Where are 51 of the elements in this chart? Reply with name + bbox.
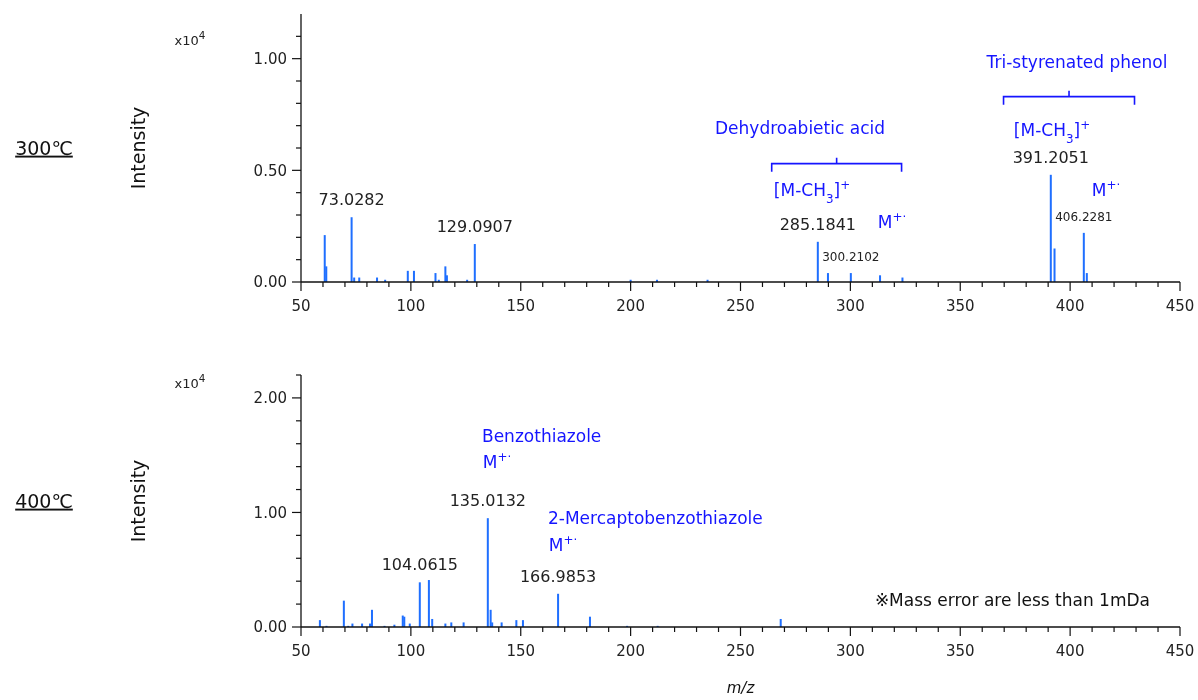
x-tick-label: 250 [726,297,755,315]
x-tick-label: 450 [1165,297,1195,315]
annotation: 104.0615 [381,555,458,575]
y-axis-title: Intensity [127,459,149,543]
annotation: ※Mass error are less than 1mDa [874,589,1150,610]
x-axis-title: m/z [726,679,756,697]
x-tick-label: 400 [1055,642,1085,660]
annotation: 285.1841 [779,214,856,234]
annotation: 129.0907 [436,217,513,237]
x-tick-label: 50 [291,297,311,315]
annotation: 391.2051 [1012,147,1089,167]
y-tick-label: 0.00 [253,618,287,637]
annotation: M$^{+·}$ [548,532,578,555]
x-tick-label: 400 [1055,297,1085,315]
text: 400℃ [15,489,73,512]
annotation: M$^{+·}$ [877,209,907,232]
x-tick-label: 50 [291,642,311,660]
y-tick-label: 2.00 [253,389,287,408]
y-tick-label: 0.00 [253,273,287,292]
annotation: [M-CH$_{3}$]$^{+}$ [773,177,851,206]
annotation: Dehydroabietic acid [715,117,885,138]
y-axis-title: Intensity [127,106,149,190]
x-tick-label: 200 [616,297,645,315]
x-tick-label: 150 [506,297,536,315]
annotation: 2-Mercaptobenzothiazole [548,507,763,528]
x-tick-label: 300 [836,642,865,660]
annotation: Tri-styrenated phenol [985,51,1168,72]
x-tick-label: 250 [726,642,755,660]
annotation: M$^{+·}$ [1091,177,1121,200]
annotation: [M-CH$_{3}$]$^{+}$ [1013,117,1091,146]
annotation: 406.2281 [1055,209,1113,224]
x-tick-label: 150 [506,642,536,660]
annotation: 300.2102 [822,250,880,265]
x-tick-label: 350 [945,297,975,315]
annotation: M$^{+·}$ [482,449,512,472]
x-tick-label: 450 [1165,642,1195,660]
x-tick-label: 300 [836,297,865,315]
y-tick-label: 1.00 [253,503,287,522]
annotation: 135.0132 [449,491,526,511]
text: 300℃ [15,136,73,159]
x-tick-label: 350 [945,642,975,660]
y-tick-label: 0.50 [253,161,287,180]
y-tick-label: 1.00 [253,49,287,68]
x-tick-label: 100 [396,297,426,315]
annotation: 166.9853 [519,566,597,586]
text: x10$^{4}$ [174,371,206,391]
text: x10$^{4}$ [174,28,206,48]
annotation: Benzothiazole [482,425,602,446]
annotation: 73.0282 [318,190,385,210]
x-tick-label: 100 [396,642,426,660]
x-tick-label: 200 [616,642,645,660]
